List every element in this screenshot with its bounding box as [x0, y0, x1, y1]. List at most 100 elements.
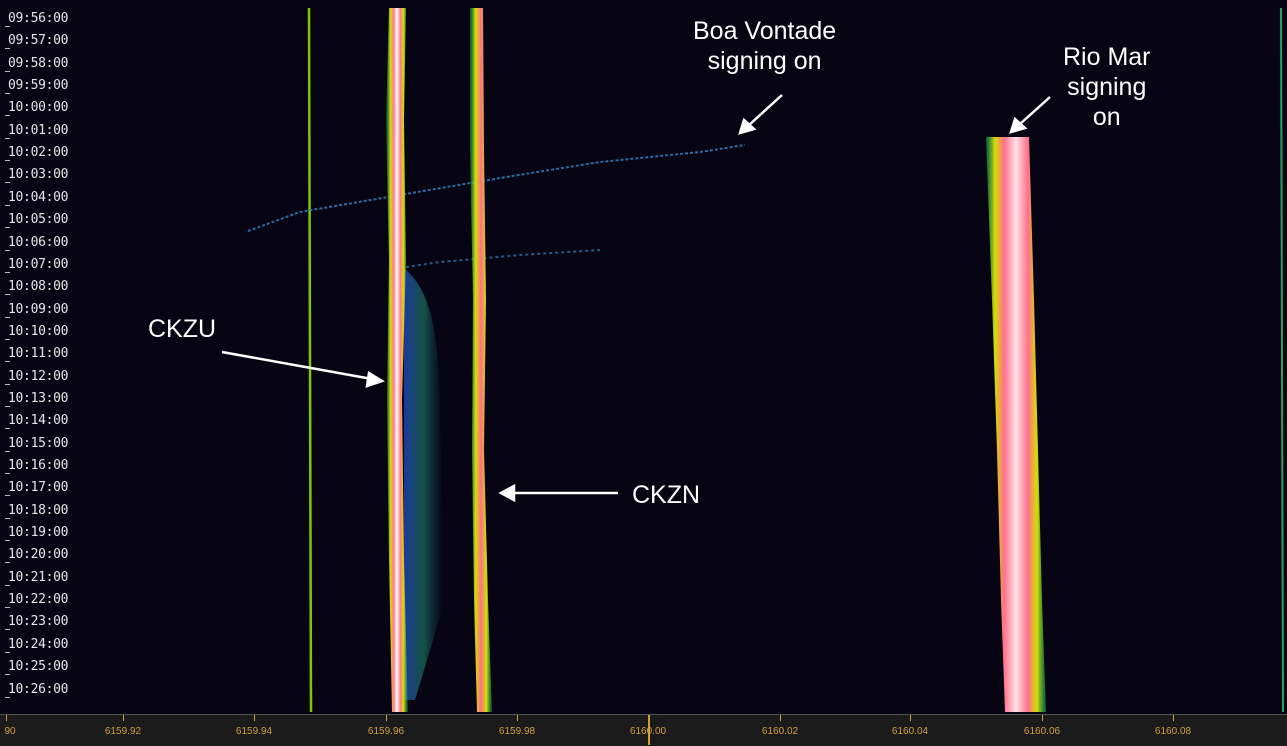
time-label: 10:23:00: [8, 614, 69, 630]
time-label: 10:02:00: [8, 145, 69, 161]
time-tick: [5, 562, 10, 564]
annotation-arrows: [221, 94, 1051, 503]
rio-mar-arrow: [1019, 96, 1051, 125]
freq-tick: [1042, 715, 1043, 721]
time-label: 10:04:00: [8, 189, 69, 205]
rio-mar-carrier: [986, 137, 1046, 712]
time-label: 10:06:00: [8, 234, 69, 250]
time-tick: [5, 517, 10, 519]
time-tick: [5, 316, 10, 318]
time-label: 09:58:00: [8, 55, 69, 71]
freq-label: 6159.94: [235, 726, 273, 737]
time-tick: [5, 584, 10, 586]
time-tick: [5, 338, 10, 340]
time-label: 10:17:00: [8, 480, 69, 496]
time-tick: [5, 696, 10, 698]
freq-label: 90: [4, 726, 16, 737]
time-tick: [5, 674, 10, 676]
time-label: 10:00:00: [8, 100, 69, 116]
ckzu-arrow: [221, 350, 373, 381]
time-tick: [5, 294, 10, 296]
ckzn-label: CKZN: [632, 481, 701, 509]
time-tick: [5, 450, 10, 452]
time-label: 10:11:00: [8, 346, 69, 362]
time-label: 10:05:00: [8, 212, 69, 228]
time-tick: [5, 361, 10, 363]
time-label: 10:24:00: [8, 636, 69, 652]
time-label: 10:20:00: [8, 547, 69, 563]
time-tick: [5, 271, 10, 273]
time-label: 10:01:00: [8, 122, 69, 138]
frequency-axis: 906159.926159.946159.966159.986160.00616…: [0, 714, 1287, 746]
time-label: 10:12:00: [8, 368, 69, 384]
freq-tick: [254, 715, 255, 721]
time-tick: [5, 473, 10, 474]
freq-tick: [517, 715, 518, 721]
time-label: 10:14:00: [8, 413, 69, 429]
waterfall-canvas: [221, 7, 1284, 713]
freq-label: 6159.96: [367, 726, 405, 737]
time-tick: [5, 249, 10, 251]
time-label: 10:21:00: [8, 569, 69, 585]
ckzu-label: CKZU: [148, 315, 217, 343]
reference-line-right: [1280, 7, 1284, 713]
freq-tick: [123, 715, 124, 721]
time-tick: [5, 405, 10, 407]
ckzn-carrier: [470, 8, 492, 712]
freq-tick: [910, 715, 911, 721]
ckzu-carrier: [386, 8, 408, 712]
time-tick: [5, 383, 10, 385]
frequency-cursor[interactable]: [648, 715, 650, 745]
time-label: 10:26:00: [8, 681, 69, 697]
time-tick: [5, 182, 10, 184]
time-label: 10:13:00: [8, 390, 69, 406]
time-tick: [5, 204, 10, 206]
freq-tick: [780, 715, 781, 721]
time-tick: [5, 160, 10, 162]
time-tick: [5, 26, 10, 27]
time-tick: [5, 70, 10, 72]
time-label: 10:08:00: [8, 279, 69, 295]
boa-vontade-trace: [247, 144, 746, 232]
time-tick: [5, 428, 10, 430]
time-label: 09:57:00: [8, 33, 69, 49]
boa-vontade-trace-lower: [399, 249, 601, 269]
time-tick: [5, 607, 10, 609]
freq-tick: [1173, 715, 1174, 721]
time-tick: [5, 629, 10, 631]
time-tick: [5, 651, 10, 653]
time-tick: [5, 48, 10, 50]
boa-vontade-label: Boa Vontade signing on: [693, 17, 837, 75]
time-tick: [5, 93, 10, 95]
freq-label: 6160.02: [761, 726, 799, 737]
waterfall-display[interactable]: 09:56:00 09:57:00 09:58:00 09:59:00 10:00:00…: [0, 0, 1287, 714]
time-tick: [5, 540, 10, 542]
boa-vontade-arrow: [747, 94, 783, 127]
freq-tick: [6, 715, 7, 721]
time-tick: [5, 137, 10, 139]
time-label: 10:15:00: [8, 435, 69, 451]
time-label: 09:59:00: [8, 78, 69, 94]
time-tick: [5, 115, 10, 117]
time-label: 10:19:00: [8, 525, 69, 541]
freq-label: 6160.08: [1154, 726, 1192, 737]
freq-label: 6159.92: [104, 726, 142, 737]
freq-label: 6159.98: [498, 726, 536, 737]
time-label: 10:25:00: [8, 659, 69, 675]
time-label: 09:56:00: [8, 11, 69, 26]
reference-line-left: [307, 7, 313, 713]
time-tick: [5, 495, 10, 497]
time-label: 10:03:00: [8, 167, 69, 183]
time-label: 10:18:00: [8, 502, 69, 518]
freq-label: 6160.04: [891, 726, 929, 737]
rio-mar-label: Rio Mar signing on: [1063, 43, 1151, 131]
time-label: 10:09:00: [8, 301, 69, 317]
time-label: 10:07:00: [8, 256, 69, 272]
time-label: 10:16:00: [8, 458, 69, 473]
time-axis: 09:56:00 09:57:00 09:58:00 09:59:00 10:00:00…: [0, 0, 90, 714]
time-label: 10:10:00: [8, 323, 69, 339]
freq-label: 6160.06: [1023, 726, 1061, 737]
freq-tick: [386, 715, 387, 721]
time-label: 10:22:00: [8, 592, 69, 608]
ckzu-spread: [404, 268, 445, 700]
